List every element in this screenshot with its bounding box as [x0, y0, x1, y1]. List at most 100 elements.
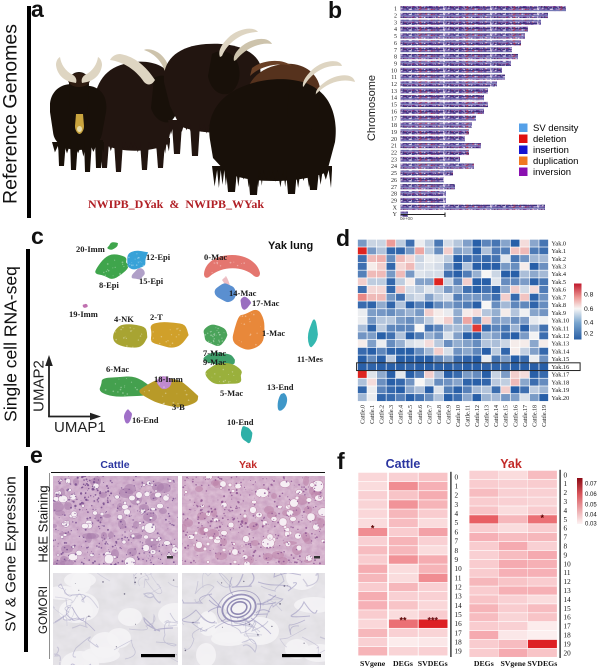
svg-text:6: 6: [394, 41, 397, 47]
svg-text:Cattle.9: Cattle.9: [446, 405, 452, 424]
svg-text:Yak.4: Yak.4: [552, 271, 567, 278]
svg-text:25: 25: [391, 171, 397, 177]
svg-text:7-Mac: 7-Mac: [203, 348, 226, 358]
svg-text:***: ***: [427, 616, 438, 626]
svg-text:Yak.7: Yak.7: [552, 294, 567, 301]
svg-text:Yak.17: Yak.17: [552, 372, 570, 379]
svg-text:14: 14: [564, 596, 572, 604]
svg-text:Cattle.2: Cattle.2: [380, 405, 386, 424]
svg-text:0.4: 0.4: [584, 320, 594, 327]
svg-text:17: 17: [564, 623, 572, 631]
svg-text:Yak.9: Yak.9: [552, 310, 567, 317]
svg-text:19: 19: [455, 648, 463, 656]
svg-text:4: 4: [455, 510, 459, 518]
svg-text:28: 28: [391, 192, 397, 198]
svg-text:10: 10: [455, 565, 463, 573]
svg-text:10-End: 10-End: [227, 417, 254, 427]
svg-text:Cattle.1: Cattle.1: [370, 405, 376, 424]
svg-text:Cattle.10: Cattle.10: [456, 405, 462, 427]
svg-text:Cattle.19: Cattle.19: [542, 405, 548, 427]
svg-text:16: 16: [564, 614, 572, 622]
svg-text:4: 4: [564, 507, 568, 515]
svg-text:5: 5: [564, 516, 568, 524]
svg-text:Yak.11: Yak.11: [552, 325, 570, 332]
svg-text:29: 29: [391, 199, 397, 205]
svg-text:1-Mac: 1-Mac: [262, 328, 285, 338]
svg-text:13: 13: [455, 593, 463, 601]
svg-text:9-Mac: 9-Mac: [203, 357, 226, 367]
svg-text:14: 14: [391, 96, 397, 102]
svg-text:8: 8: [564, 543, 568, 551]
svg-text:Yak.10: Yak.10: [552, 318, 570, 325]
svg-text:Yak.2: Yak.2: [552, 256, 567, 263]
svg-text:*: *: [371, 524, 375, 534]
svg-text:Cattle.16: Cattle.16: [513, 405, 519, 427]
svg-text:20-Imm: 20-Imm: [76, 244, 105, 254]
svg-text:2-T: 2-T: [150, 312, 163, 322]
svg-text:11: 11: [391, 75, 397, 81]
svg-text:Cattle.13: Cattle.13: [485, 405, 491, 427]
svg-text:11: 11: [564, 569, 571, 577]
svg-text:Cattle.17: Cattle.17: [523, 405, 529, 427]
svg-text:Cattle.4: Cattle.4: [399, 405, 405, 424]
svg-text:8: 8: [394, 55, 397, 61]
svg-text:22: 22: [391, 151, 397, 157]
svg-text:Cattle.5: Cattle.5: [408, 405, 414, 424]
svg-text:SVDEGs: SVDEGs: [527, 659, 557, 668]
svg-text:18: 18: [455, 639, 463, 647]
svg-text:16: 16: [455, 620, 463, 628]
svg-text:11-Mes: 11-Mes: [297, 354, 324, 364]
svg-text:0-Mac: 0-Mac: [204, 252, 227, 262]
svg-text:16-End: 16-End: [132, 415, 159, 425]
svg-text:inversion: inversion: [533, 167, 571, 178]
svg-text:20: 20: [391, 137, 397, 143]
svg-text:12-Epi: 12-Epi: [146, 252, 171, 262]
svg-text:15: 15: [455, 611, 463, 619]
svg-text:*: *: [541, 513, 545, 523]
svg-text:0.8: 0.8: [584, 292, 594, 299]
svg-text:27: 27: [391, 185, 397, 191]
svg-text:0.07: 0.07: [585, 482, 597, 488]
svg-text:Yak.20: Yak.20: [552, 395, 570, 402]
svg-text:0: 0: [564, 471, 568, 479]
svg-text:**: **: [399, 616, 407, 626]
svg-text:Cattle.8: Cattle.8: [437, 405, 443, 424]
svg-text:4: 4: [394, 27, 397, 33]
svg-text:deletion: deletion: [533, 134, 566, 145]
svg-text:Cattle.7: Cattle.7: [427, 405, 433, 424]
svg-text:0.2: 0.2: [584, 331, 594, 338]
svg-text:Yak.6: Yak.6: [552, 287, 567, 294]
svg-text:9: 9: [564, 551, 568, 559]
svg-text:Yak.1: Yak.1: [552, 248, 567, 255]
svg-text:5-Mac: 5-Mac: [220, 388, 243, 398]
svg-text:Yak.19: Yak.19: [552, 387, 570, 394]
svg-text:SVDEGs: SVDEGs: [418, 659, 448, 668]
svg-text:11: 11: [455, 574, 462, 582]
svg-text:DEGs: DEGs: [393, 659, 413, 668]
svg-text:18: 18: [564, 632, 572, 640]
svg-text:2: 2: [455, 492, 459, 500]
svg-text:5: 5: [394, 34, 397, 40]
svg-text:18-Imm: 18-Imm: [154, 374, 183, 384]
svg-text:10: 10: [564, 560, 572, 568]
svg-text:5: 5: [455, 519, 459, 527]
svg-text:8: 8: [455, 547, 459, 555]
svg-text:Cattle.12: Cattle.12: [475, 405, 481, 427]
svg-text:0.6: 0.6: [584, 306, 594, 313]
svg-text:Yak.3: Yak.3: [552, 264, 567, 271]
svg-text:SVgene: SVgene: [360, 659, 386, 668]
svg-text:17-Mac: 17-Mac: [252, 298, 280, 308]
svg-text:9: 9: [394, 62, 397, 68]
svg-text:Yak.14: Yak.14: [552, 348, 571, 355]
svg-text:23: 23: [391, 157, 397, 163]
svg-text:12: 12: [391, 82, 397, 88]
svg-text:2: 2: [394, 14, 397, 20]
svg-text:15: 15: [564, 605, 572, 613]
svg-text:SVgene: SVgene: [500, 659, 526, 668]
svg-text:15-Epi: 15-Epi: [139, 276, 164, 286]
svg-text:6: 6: [455, 528, 459, 536]
svg-text:duplication: duplication: [533, 156, 578, 167]
svg-text:0e+00: 0e+00: [400, 216, 413, 221]
svg-text:3-B: 3-B: [172, 402, 185, 412]
svg-text:0.05: 0.05: [585, 503, 597, 509]
